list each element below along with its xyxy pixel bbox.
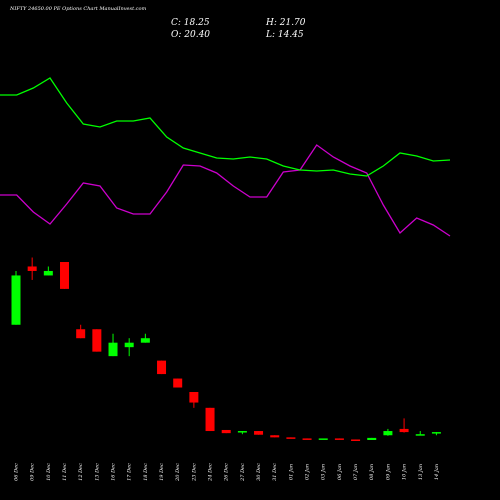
x-tick-label: 19 Dec [159,463,165,481]
x-tick-label: 02 Jan [305,464,311,480]
candle [124,338,134,357]
x-tick-label: 30 Dec [256,463,262,481]
x-tick-label: 06 Jan [337,464,343,480]
candle [27,257,37,280]
x-tick-label: 24 Dec [208,463,214,482]
x-tick-label: 01 Jan [288,464,294,480]
x-tick-label: 11 Dec [62,463,68,481]
magenta-line [0,144,451,237]
x-tick-label: 10 Jan [402,464,408,480]
x-tick-label: 12 Dec [78,463,84,481]
candle [334,438,344,440]
candle-body [43,270,53,276]
x-tick-label: 17 Dec [127,463,133,481]
candle [318,438,328,440]
candle-body [60,262,70,289]
candle-body [221,429,231,434]
candle-body [302,438,312,440]
candle-body [27,266,37,271]
candle-body [318,438,328,440]
x-tick-label: 09 Dec [30,463,36,481]
candle-body [270,435,280,438]
high-label: H: 21.70 [265,18,306,28]
green-line [0,77,451,177]
candle [221,429,231,434]
candle-body [351,439,361,441]
candle [431,432,441,436]
x-tick-label: 07 Jan [353,464,359,480]
candle-body [92,329,102,352]
x-tick-label: 13 Jan [418,464,424,480]
candle [157,360,167,375]
candle-body [189,392,199,403]
candle [237,431,247,435]
candle-body [254,431,264,435]
x-tick-label: 16 Dec [111,463,117,481]
x-tick-label: 26 Dec [224,463,230,482]
candle-body [140,338,150,343]
candle [399,418,409,433]
candle [43,266,53,276]
x-tick-label: 14 Jan [434,464,440,480]
candle-body [108,342,118,357]
x-tick-label: 23 Dec [191,463,197,482]
candle [92,329,102,352]
candle [76,324,86,339]
x-tick-label: 20 Dec [175,463,181,482]
candle [173,378,183,388]
candle [270,435,280,438]
candle [367,437,377,440]
candle-body [286,437,296,439]
indicator-lines [0,77,451,237]
x-tick-label: 18 Dec [143,463,149,481]
candle [11,270,21,325]
candle-body [383,431,393,436]
x-tick-label: 09 Jan [385,464,391,480]
low-label: L: 14.45 [265,30,304,40]
candle-body [11,275,21,325]
candle [140,333,150,343]
candle [351,439,361,441]
open-label: O: 20.40 [171,30,210,40]
candle [205,407,215,432]
candle [415,431,425,436]
x-tick-label: 31 Dec [272,463,278,481]
candles [11,257,441,441]
chart-title: NIFTY 24650.00 PE Options Chart ManualIn… [9,6,146,12]
x-tick-label: 03 Jan [321,464,327,480]
candle-body [124,342,134,348]
close-label: C: 18.25 [171,18,210,28]
candle-body [157,360,167,375]
candle [189,392,199,408]
x-tick-label: 08 Jan [369,464,375,480]
candle-body [367,437,377,440]
candle-body [334,438,344,440]
candle [383,428,393,436]
candle-body [237,431,247,433]
x-tick-label: 27 Dec [240,463,246,482]
candle-body [76,329,86,339]
candle-body [431,432,441,434]
candle-body [399,428,409,433]
candle [254,431,264,435]
candle [60,262,70,289]
candle [108,333,118,357]
candle-body [205,407,215,432]
x-tick-label: 13 Dec [94,463,100,481]
candle [286,437,296,439]
candle-body [415,434,425,436]
x-tick-label: 10 Dec [46,463,52,481]
candle [302,438,312,440]
candle-body [173,378,183,388]
x-tick-label: 06 Dec [14,463,20,481]
x-axis: 06 Dec 09 Dec 10 Dec 11 Dec 12 Dec 13 Dec 16 D… [14,463,440,482]
